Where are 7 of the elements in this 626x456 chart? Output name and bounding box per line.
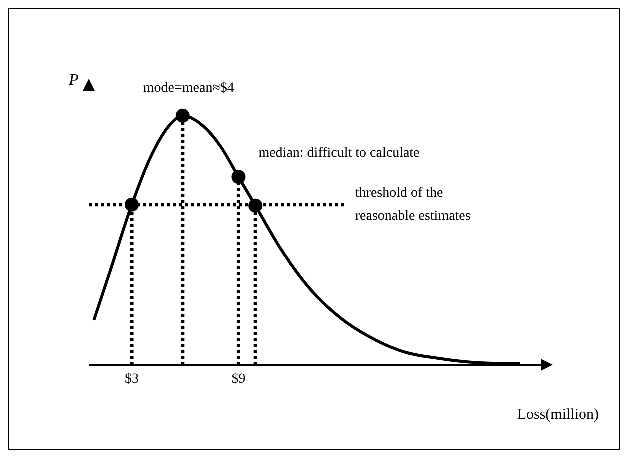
x-axis-title: Loss(million) (517, 407, 599, 423)
x-tick-label: $9 (232, 372, 246, 387)
annotation: threshold of the reasonable estimates (355, 186, 471, 224)
annotation: mode=mean≈$4 (143, 80, 234, 96)
x-tick-label: $3 (125, 372, 140, 387)
annotation: median: difficult to calculate (258, 146, 420, 162)
y-axis-title: P (68, 72, 79, 89)
